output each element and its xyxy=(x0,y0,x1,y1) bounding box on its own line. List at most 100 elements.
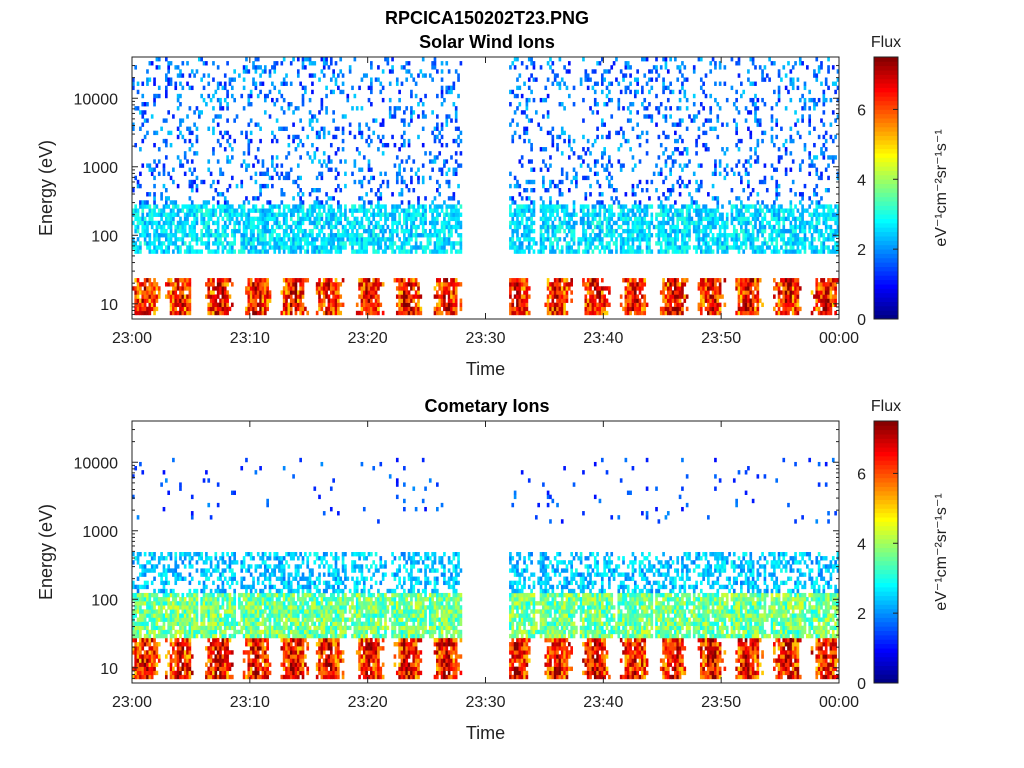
heatmap-cell xyxy=(530,212,533,217)
heatmap-cell xyxy=(525,204,529,209)
heatmap-cell xyxy=(702,278,705,283)
heatmap-cell xyxy=(320,69,324,74)
heatmap-cell xyxy=(676,298,680,303)
heatmap-cell xyxy=(207,212,211,217)
heatmap-cell xyxy=(572,212,576,217)
heatmap-cell xyxy=(424,228,427,234)
heatmap-cell xyxy=(216,310,220,316)
heatmap-cell xyxy=(666,282,670,287)
heatmap-cell xyxy=(527,179,531,185)
heatmap-cell xyxy=(556,286,559,291)
heatmap-cell xyxy=(678,97,682,103)
heatmap-cell xyxy=(346,228,350,234)
heatmap-cell xyxy=(358,179,361,185)
heatmap-cell xyxy=(275,220,279,226)
heatmap-cell xyxy=(374,204,378,209)
heatmap-cell xyxy=(146,306,149,312)
heatmap-cell xyxy=(410,286,413,291)
heatmap-cell xyxy=(570,282,573,287)
heatmap-cell xyxy=(216,290,220,295)
heatmap-cell xyxy=(301,294,305,299)
heatmap-cell xyxy=(318,216,321,222)
heatmap-cell xyxy=(417,208,420,213)
heatmap-cell xyxy=(339,89,343,95)
heatmap-cell xyxy=(593,138,597,144)
heatmap-cell xyxy=(619,208,623,213)
heatmap-cell xyxy=(320,306,324,312)
heatmap-cell xyxy=(155,245,159,250)
heatmap-cell xyxy=(155,93,159,99)
heatmap-cell xyxy=(367,216,371,222)
heatmap-cell xyxy=(725,163,729,168)
heatmap-cell xyxy=(299,81,302,86)
heatmap-cell xyxy=(212,249,215,254)
heatmap-cell xyxy=(207,216,211,222)
heatmap-cell xyxy=(384,57,387,62)
heatmap-cell xyxy=(240,249,244,254)
heatmap-cell xyxy=(735,212,738,217)
heatmap-cell xyxy=(179,69,182,74)
heatmap-cell xyxy=(664,237,668,242)
heatmap-cell xyxy=(702,302,705,308)
heatmap-cell xyxy=(608,216,611,222)
heatmap-cell xyxy=(718,228,722,234)
heatmap-cell xyxy=(513,310,517,316)
heatmap-cell xyxy=(164,216,168,222)
heatmap-cell xyxy=(384,228,387,234)
heatmap-cell xyxy=(188,204,192,209)
heatmap-cell xyxy=(275,61,279,66)
heatmap-cell xyxy=(362,298,366,303)
heatmap-cell xyxy=(681,61,684,66)
heatmap-cell xyxy=(520,310,524,316)
heatmap-cell xyxy=(148,233,152,238)
heatmap-cell xyxy=(400,200,404,205)
heatmap-cell xyxy=(697,306,701,312)
heatmap-cell xyxy=(299,249,302,254)
heatmap-cell xyxy=(150,167,154,172)
heatmap-cell xyxy=(273,134,277,140)
heatmap-cell xyxy=(245,69,248,74)
heatmap-cell xyxy=(259,237,262,242)
heatmap-cell xyxy=(584,282,588,287)
heatmap-cell xyxy=(518,134,522,140)
heatmap-cell xyxy=(520,110,524,115)
heatmap-cell xyxy=(398,302,401,308)
heatmap-cell xyxy=(433,134,437,140)
heatmap-cell xyxy=(452,81,456,86)
heatmap-cell xyxy=(707,278,710,283)
heatmap-cell xyxy=(596,61,599,66)
heatmap-cell xyxy=(678,294,682,299)
heatmap-cell xyxy=(183,224,187,230)
heatmap-cell xyxy=(636,224,639,230)
heatmap-cell xyxy=(311,233,314,238)
heatmap-cell xyxy=(664,298,668,303)
heatmap-cell xyxy=(671,298,675,303)
heatmap-cell xyxy=(181,61,185,66)
heatmap-cell xyxy=(417,200,420,205)
heatmap-cell xyxy=(560,290,564,295)
heatmap-cell xyxy=(134,106,138,111)
heatmap-cell xyxy=(275,138,279,144)
heatmap-cell xyxy=(146,233,149,238)
heatmap-cell xyxy=(174,282,178,287)
heatmap-cell xyxy=(534,110,538,115)
heatmap-cell xyxy=(645,106,649,111)
heatmap-cell xyxy=(320,249,324,254)
heatmap-cell xyxy=(523,290,526,295)
heatmap-cell xyxy=(372,282,376,287)
heatmap-cell xyxy=(299,220,302,226)
heatmap-cell xyxy=(209,290,213,295)
heatmap-cell xyxy=(306,278,310,283)
heatmap-cell xyxy=(638,282,642,287)
heatmap-cell xyxy=(318,188,321,193)
heatmap-cell xyxy=(296,224,300,230)
heatmap-cell xyxy=(261,310,265,316)
heatmap-cell xyxy=(443,159,446,164)
heatmap-cell xyxy=(553,228,557,234)
heatmap-cell xyxy=(172,179,175,185)
heatmap-cell xyxy=(567,216,571,222)
heatmap-cell xyxy=(683,233,687,238)
heatmap-cell xyxy=(299,237,302,242)
heatmap-cell xyxy=(292,138,295,144)
heatmap-cell xyxy=(393,142,397,148)
